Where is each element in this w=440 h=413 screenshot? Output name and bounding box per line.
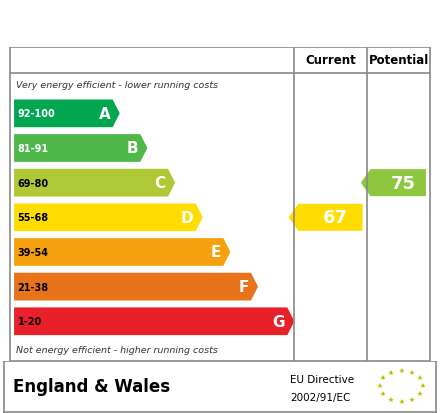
Text: 92-100: 92-100 <box>18 109 55 119</box>
Text: B: B <box>126 141 138 156</box>
Text: Energy Efficiency Rating: Energy Efficiency Rating <box>11 14 299 34</box>
Text: 39-54: 39-54 <box>18 247 48 257</box>
Polygon shape <box>361 170 426 197</box>
Text: 2002/91/EC: 2002/91/EC <box>290 392 351 403</box>
Text: Not energy efficient - higher running costs: Not energy efficient - higher running co… <box>16 346 218 355</box>
Polygon shape <box>14 100 120 128</box>
Polygon shape <box>14 135 147 162</box>
Text: 75: 75 <box>391 174 416 192</box>
Text: A: A <box>99 107 110 121</box>
Polygon shape <box>14 239 231 266</box>
Text: D: D <box>181 210 194 225</box>
Text: England & Wales: England & Wales <box>13 377 170 395</box>
Text: C: C <box>155 176 166 191</box>
Text: 81-91: 81-91 <box>18 144 49 154</box>
Text: 21-38: 21-38 <box>18 282 49 292</box>
Text: F: F <box>238 280 249 294</box>
Text: 55-68: 55-68 <box>18 213 49 223</box>
Text: Potential: Potential <box>369 55 429 67</box>
Text: 1-20: 1-20 <box>18 316 42 327</box>
Polygon shape <box>14 308 294 335</box>
Text: 67: 67 <box>323 209 348 227</box>
Text: G: G <box>273 314 285 329</box>
Text: EU Directive: EU Directive <box>290 375 355 385</box>
Polygon shape <box>289 204 363 231</box>
Text: E: E <box>211 245 221 260</box>
Polygon shape <box>14 273 258 301</box>
Text: 69-80: 69-80 <box>18 178 49 188</box>
Polygon shape <box>14 204 203 232</box>
Polygon shape <box>14 169 175 197</box>
Text: Current: Current <box>305 55 356 67</box>
Text: Very energy efficient - lower running costs: Very energy efficient - lower running co… <box>16 81 218 90</box>
